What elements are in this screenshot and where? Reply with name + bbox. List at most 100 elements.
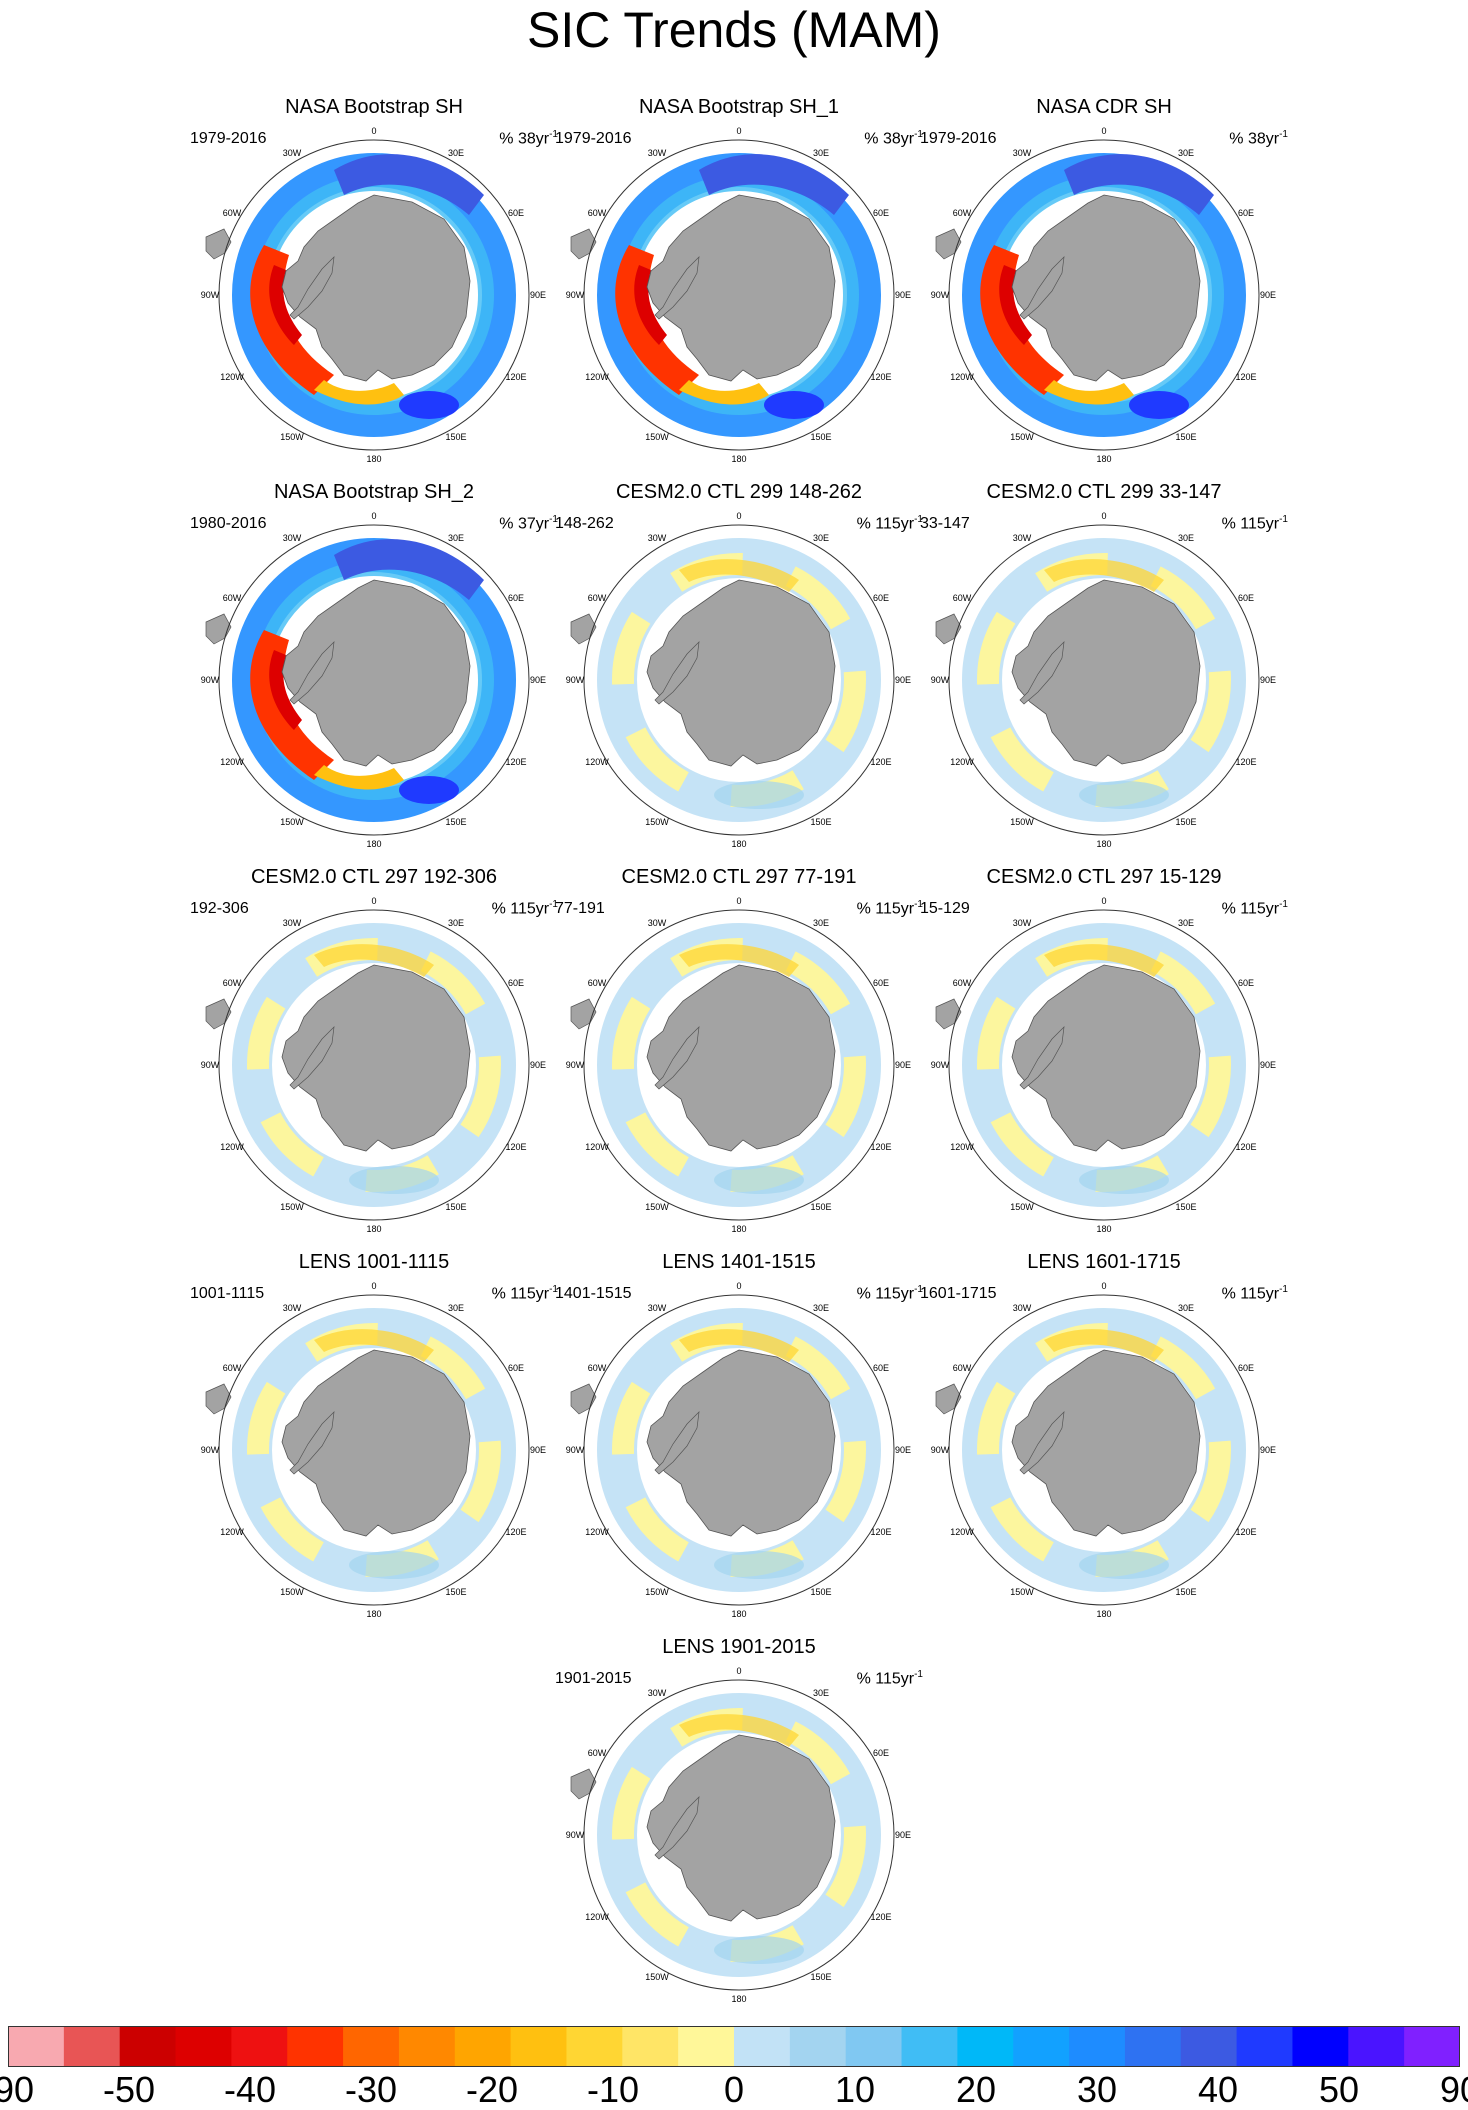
longitude-label: 30E	[448, 533, 464, 543]
longitude-label: 30W	[283, 148, 302, 158]
colorbar-tick-label: 50	[1318, 2069, 1360, 2110]
colorbar-swatch	[63, 2026, 121, 2066]
polar-map: 0 30E 60E 90E 120E 150E 180 150W 120W 90W 60W 30W	[931, 511, 1276, 849]
map-body	[205, 139, 530, 451]
colorbar-swatch	[1236, 2026, 1293, 2066]
longitude-label: 150E	[810, 1587, 831, 1597]
longitude-label: 150W	[280, 1202, 304, 1212]
colorbar	[8, 2026, 1460, 2067]
longitude-label: 180	[731, 454, 746, 464]
negative-trend-area	[1079, 1551, 1169, 1579]
positive-trend-area	[314, 765, 404, 790]
panel-title: CESM2.0 CTL 299 33-147	[986, 481, 1222, 503]
longitude-label: 90W	[931, 290, 950, 300]
colorbar-tick-label: 30	[1076, 2069, 1118, 2110]
longitude-label: 30E	[448, 148, 464, 158]
panel-period: 1979-2016	[190, 130, 267, 147]
longitude-label: 30E	[1178, 918, 1194, 928]
longitude-label: 60W	[953, 208, 972, 218]
longitude-label: 30W	[1013, 533, 1032, 543]
colorbar-swatch	[1069, 2026, 1126, 2066]
antarctic-peninsula-land	[1019, 641, 1065, 705]
antarctica-land	[281, 964, 471, 1152]
colorbar-swatch	[566, 2026, 623, 2066]
longitude-label: 150W	[645, 1587, 669, 1597]
panel-units: % 115yr-1	[1221, 514, 1288, 533]
longitude-label: 150E	[445, 432, 466, 442]
panel-units-exponent: -1	[1279, 514, 1288, 525]
longitude-label: 90E	[1260, 1060, 1276, 1070]
longitude-label: 150W	[280, 1587, 304, 1597]
polar-map: 0 30E 60E 90E 120E 150E 180 150W 120W 90W 60W 30W	[931, 896, 1276, 1234]
longitude-label: 120W	[585, 372, 609, 382]
longitude-label: 120E	[871, 1527, 892, 1537]
map-panel: NASA Bootstrap SH 1979-2016 % 38yr-1 0 30E 60…	[190, 95, 558, 479]
colorbar-tick-label: -90	[0, 2069, 35, 2110]
longitude-label: 60W	[953, 978, 972, 988]
negative-trend-area	[1079, 1166, 1169, 1194]
negative-trend-area	[399, 391, 459, 419]
colorbar-tick-label: 90	[1439, 2069, 1468, 2110]
longitude-label: 0	[371, 896, 376, 906]
map-boundary	[948, 1294, 1260, 1606]
colorbar-swatch	[622, 2026, 679, 2066]
colorbar-frame	[8, 2026, 1460, 2067]
map-panel: LENS 1901-2015 1901-2015 % 115yr-1 0 30E 60E 9…	[555, 1635, 923, 2019]
longitude-label: 30W	[648, 918, 667, 928]
longitude-label: 120E	[1236, 757, 1257, 767]
longitude-label: 120W	[950, 1527, 974, 1537]
map-panel: NASA Bootstrap SH_1 1979-2016 % 38yr-1 0 30E…	[555, 95, 923, 479]
panel-units: % 38yr-1	[499, 129, 558, 148]
panel-units-exponent: -1	[914, 1284, 923, 1295]
antarctic-peninsula-land	[1019, 1411, 1065, 1475]
positive-trend-area	[314, 944, 434, 977]
positive-trend-area	[269, 265, 302, 345]
antarctic-peninsula-land	[1019, 1026, 1065, 1090]
negative-trend-area	[334, 539, 484, 600]
longitude-label: 150W	[1010, 432, 1034, 442]
panel-title: NASA Bootstrap SH	[285, 96, 463, 118]
negative-trend-area	[399, 776, 459, 804]
longitude-label: 150E	[810, 1972, 831, 1982]
longitude-label: 60W	[588, 1363, 607, 1373]
longitude-label: 90E	[1260, 675, 1276, 685]
colorbar-swatch	[1124, 2026, 1182, 2066]
negative-trend-area	[714, 1166, 804, 1194]
colorbar-swatch	[957, 2026, 1014, 2066]
panel-title: LENS 1901-2015	[662, 1636, 816, 1658]
longitude-label: 120W	[585, 757, 609, 767]
longitude-label: 60W	[223, 208, 242, 218]
longitude-label: 90E	[1260, 290, 1276, 300]
longitude-label: 90E	[895, 1445, 911, 1455]
colorbar-tick-label: -40	[223, 2069, 277, 2110]
longitude-label: 60E	[1238, 593, 1254, 603]
longitude-label: 150W	[645, 432, 669, 442]
map-boundary	[218, 1294, 530, 1606]
longitude-label: 90E	[895, 1830, 911, 1840]
longitude-label: 120W	[220, 372, 244, 382]
map-boundary	[948, 524, 1260, 836]
longitude-label: 90E	[895, 1060, 911, 1070]
positive-trend-area	[1044, 559, 1164, 592]
antarctic-peninsula-land	[289, 1411, 335, 1475]
longitude-label: 180	[1096, 1609, 1111, 1619]
colorbar-swatch	[175, 2026, 232, 2066]
polar-map: 0 30E 60E 90E 120E 150E 180 150W 120W 90W 60W 30W	[201, 511, 546, 849]
antarctic-peninsula-land	[654, 641, 700, 705]
negative-trend-area	[714, 781, 804, 809]
antarctica-land	[646, 1734, 836, 1922]
longitude-label: 90W	[201, 1445, 220, 1455]
longitude-label: 180	[366, 1609, 381, 1619]
antarctica-land	[281, 194, 471, 382]
longitude-label: 30W	[648, 533, 667, 543]
longitude-label: 90E	[895, 290, 911, 300]
longitude-label: 90W	[201, 1060, 220, 1070]
colorbar-swatch	[119, 2026, 177, 2066]
map-boundary	[583, 524, 895, 836]
polar-map: 0 30E 60E 90E 120E 150E 180 150W 120W 90W 60W 30W	[201, 126, 546, 464]
map-boundary	[948, 909, 1260, 1221]
panel-period: 1979-2016	[920, 130, 997, 147]
colorbar-swatch	[1180, 2026, 1238, 2066]
longitude-label: 180	[731, 839, 746, 849]
map-body	[935, 1294, 1260, 1606]
